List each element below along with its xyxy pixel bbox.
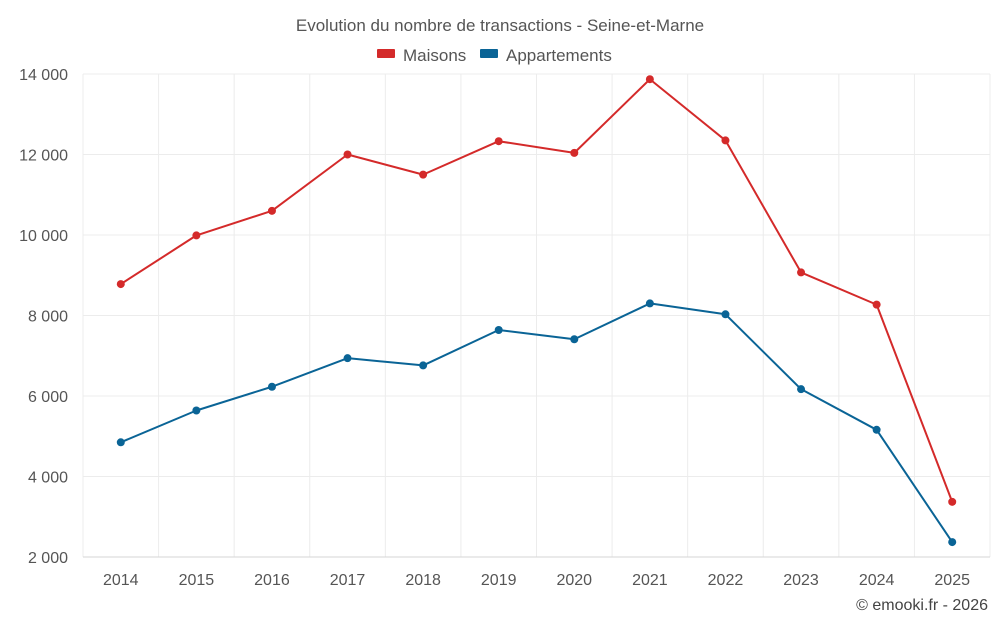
y-tick-label: 14 000 bbox=[19, 67, 68, 84]
x-tick-label: 2018 bbox=[405, 572, 441, 589]
data-point-appartements[interactable] bbox=[419, 361, 428, 370]
data-point-maisons[interactable] bbox=[570, 148, 579, 157]
series-line-maisons bbox=[120, 78, 954, 503]
x-tick-label: 2025 bbox=[934, 572, 970, 589]
legend-label-appartements: Appartements bbox=[506, 46, 612, 65]
series-line-appartements bbox=[120, 302, 954, 543]
data-point-maisons[interactable] bbox=[872, 300, 881, 309]
data-point-maisons[interactable] bbox=[419, 170, 428, 179]
y-tick-label: 10 000 bbox=[19, 228, 68, 245]
chart-title: Evolution du nombre de transactions - Se… bbox=[296, 16, 704, 35]
data-point-appartements[interactable] bbox=[116, 438, 125, 447]
data-point-appartements[interactable] bbox=[570, 335, 579, 344]
legend-item-appartements[interactable]: Appartements bbox=[480, 46, 612, 65]
x-axis-ticks: 2014 2015 2016 2017 2018 2019 2020 2021 2022 2023… bbox=[103, 572, 970, 589]
data-point-appartements[interactable] bbox=[645, 299, 654, 308]
data-point-maisons[interactable] bbox=[192, 231, 201, 240]
x-tick-label: 2014 bbox=[103, 572, 139, 589]
y-tick-label: 12 000 bbox=[19, 148, 68, 165]
y-tick-label: 2 000 bbox=[28, 550, 68, 567]
x-tick-label: 2020 bbox=[556, 572, 592, 589]
data-point-appartements[interactable] bbox=[872, 425, 881, 434]
legend-item-maisons[interactable]: Maisons bbox=[377, 46, 466, 65]
y-axis-ticks: 2 000 4 000 6 000 8 000 10 000 12 000 14 000 bbox=[19, 67, 68, 567]
legend-swatch-appartements bbox=[480, 49, 498, 58]
data-point-appartements[interactable] bbox=[192, 406, 201, 415]
legend-swatch-maisons bbox=[377, 49, 395, 58]
data-point-appartements[interactable] bbox=[948, 538, 957, 547]
x-tick-label: 2024 bbox=[859, 572, 895, 589]
series-lines bbox=[120, 78, 954, 543]
data-point-maisons[interactable] bbox=[494, 137, 503, 146]
data-point-maisons[interactable] bbox=[797, 268, 806, 277]
x-tick-label: 2022 bbox=[708, 572, 744, 589]
data-point-maisons[interactable] bbox=[267, 206, 276, 215]
data-point-maisons[interactable] bbox=[948, 497, 957, 506]
x-tick-label: 2015 bbox=[179, 572, 215, 589]
legend: Maisons Appartements bbox=[377, 46, 612, 65]
y-tick-label: 4 000 bbox=[28, 470, 68, 487]
data-point-appartements[interactable] bbox=[494, 325, 503, 334]
data-point-maisons[interactable] bbox=[721, 136, 730, 145]
data-point-appartements[interactable] bbox=[343, 354, 352, 363]
data-point-appartements[interactable] bbox=[267, 382, 276, 391]
data-points bbox=[116, 75, 957, 547]
legend-label-maisons: Maisons bbox=[403, 46, 466, 65]
data-point-maisons[interactable] bbox=[645, 75, 654, 84]
data-point-maisons[interactable] bbox=[343, 150, 352, 159]
data-point-appartements[interactable] bbox=[721, 310, 730, 319]
data-point-appartements[interactable] bbox=[797, 385, 806, 394]
y-tick-label: 8 000 bbox=[28, 309, 68, 326]
x-tick-label: 2021 bbox=[632, 572, 668, 589]
x-tick-label: 2019 bbox=[481, 572, 517, 589]
x-tick-label: 2016 bbox=[254, 572, 290, 589]
credit-text: © emooki.fr - 2026 bbox=[856, 597, 988, 614]
grid-lines bbox=[82, 73, 991, 557]
y-tick-label: 6 000 bbox=[28, 389, 68, 406]
x-tick-label: 2017 bbox=[330, 572, 366, 589]
x-tick-label: 2023 bbox=[783, 572, 819, 589]
data-point-maisons[interactable] bbox=[116, 280, 125, 289]
